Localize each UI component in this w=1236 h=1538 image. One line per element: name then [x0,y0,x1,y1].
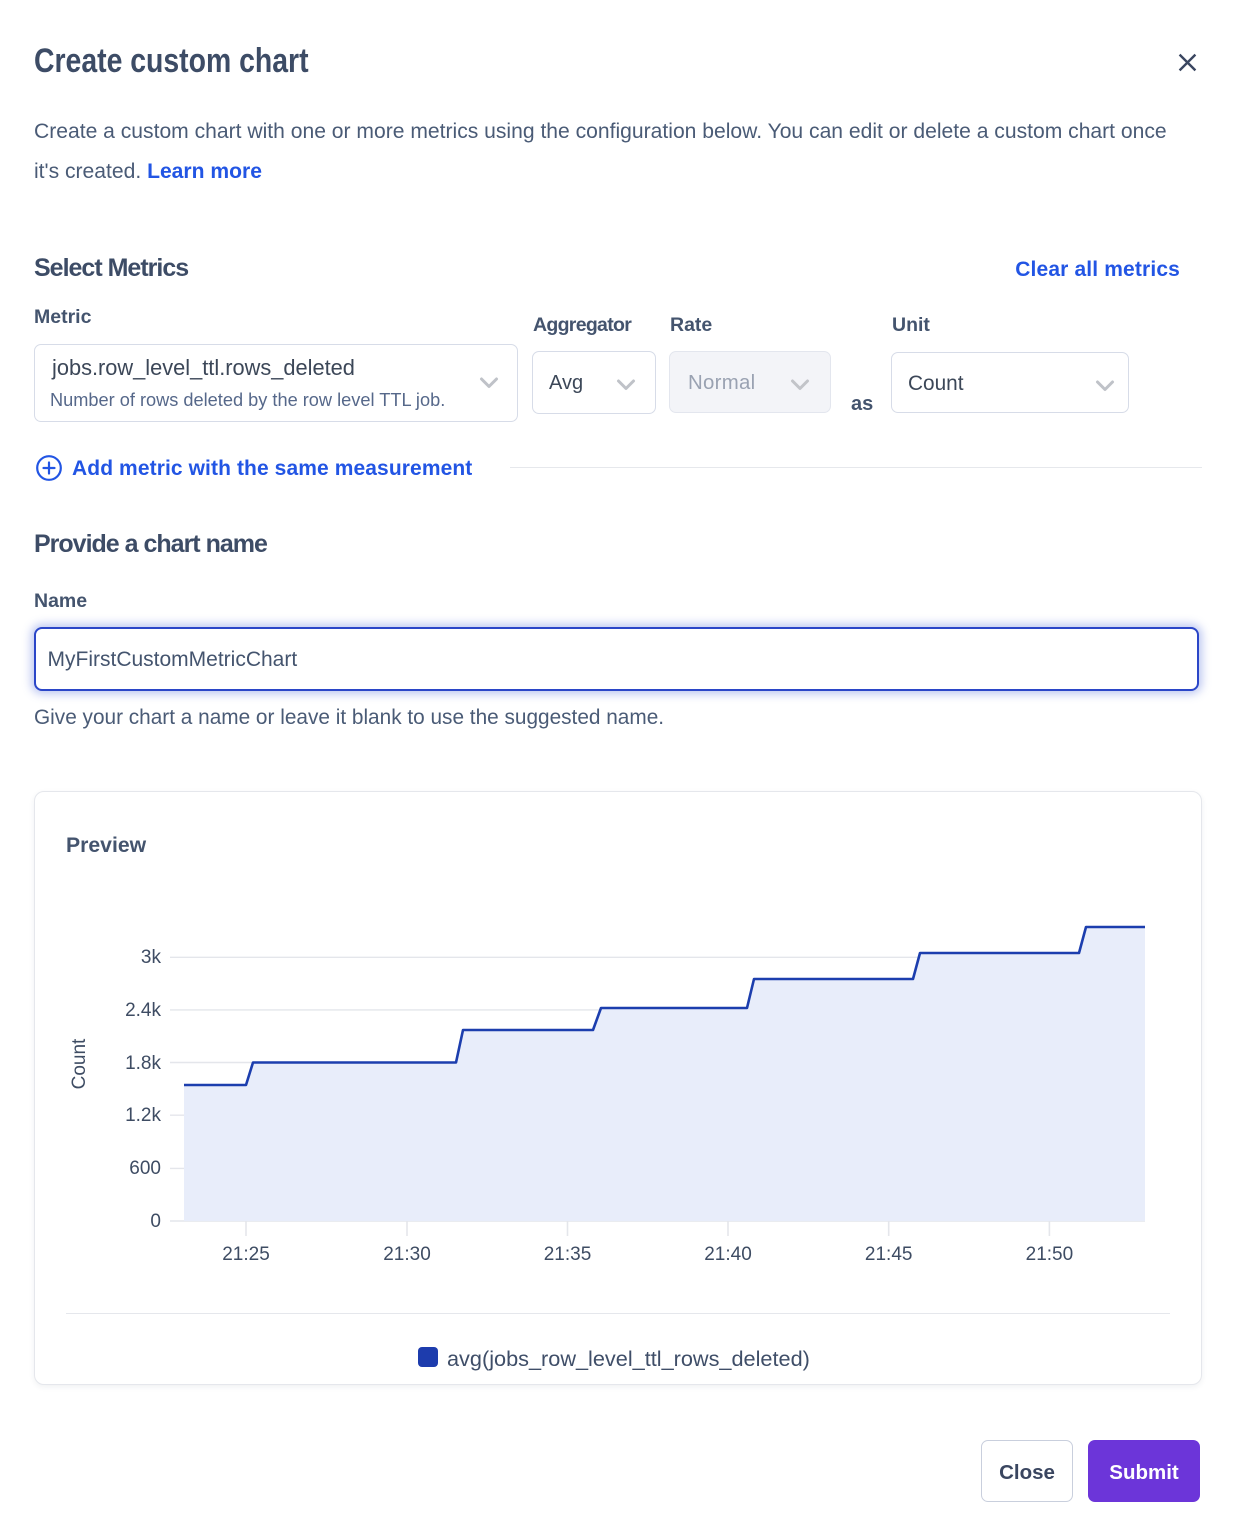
svg-text:2.4k: 2.4k [125,1000,161,1021]
svg-text:Count: Count [69,1038,90,1089]
svg-text:21:40: 21:40 [704,1244,752,1265]
svg-text:21:30: 21:30 [383,1244,431,1265]
svg-text:0: 0 [150,1211,161,1232]
svg-text:21:45: 21:45 [865,1244,913,1265]
svg-text:1.2k: 1.2k [125,1105,161,1126]
svg-text:3k: 3k [141,947,162,968]
svg-text:21:50: 21:50 [1026,1244,1074,1265]
svg-text:21:35: 21:35 [544,1244,592,1265]
svg-text:21:25: 21:25 [222,1244,270,1265]
svg-text:1.8k: 1.8k [125,1053,161,1074]
svg-text:600: 600 [129,1158,161,1179]
